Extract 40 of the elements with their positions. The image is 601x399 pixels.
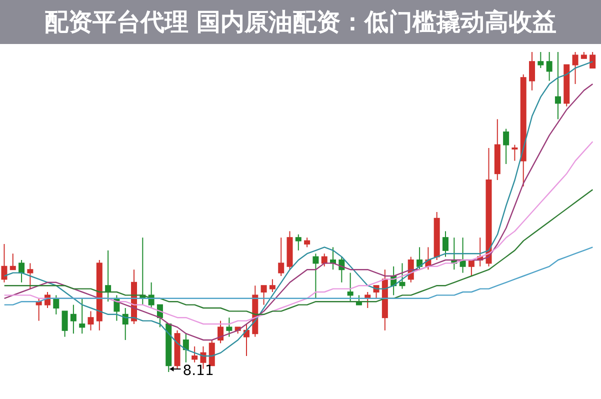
candlestick [590, 52, 596, 68]
candlestick [182, 333, 189, 363]
candlestick [295, 234, 302, 251]
candlestick [529, 52, 536, 91]
candlestick [269, 278, 276, 292]
candlestick [53, 294, 60, 315]
candlestick [512, 144, 518, 162]
candlestick [442, 230, 448, 258]
candlestick [18, 260, 25, 283]
candlestick [70, 304, 76, 334]
candlestick [416, 246, 423, 270]
candlestick [260, 285, 267, 306]
candlestick [88, 310, 94, 331]
candlestick [62, 310, 68, 338]
candlestick [468, 260, 474, 276]
candlestick [503, 128, 510, 164]
candlestick [122, 308, 128, 340]
candlestick [36, 298, 42, 322]
candlestick [546, 52, 552, 82]
candlestick [218, 320, 224, 344]
candlestick [554, 52, 561, 120]
candlestick [79, 298, 86, 334]
candlestick [27, 262, 34, 290]
chart-title: 配资平台代理 国内原油配资：低门槛撬动高收益 [0, 0, 601, 44]
candlestick [44, 292, 50, 308]
candlestick [572, 52, 578, 84]
candlestick [347, 272, 354, 302]
candlestick [278, 237, 284, 276]
candlestick [208, 340, 215, 366]
candlestick [192, 346, 198, 363]
candlestick [399, 262, 406, 290]
candlestick [1, 244, 8, 283]
candlestick [304, 237, 310, 248]
annotation: 8.11 [182, 363, 214, 379]
candlestick [105, 250, 112, 302]
candlestick [226, 317, 232, 338]
candlestick [312, 253, 319, 299]
candlestick [538, 52, 544, 68]
candlestick [148, 282, 154, 308]
candlestick [10, 253, 16, 270]
